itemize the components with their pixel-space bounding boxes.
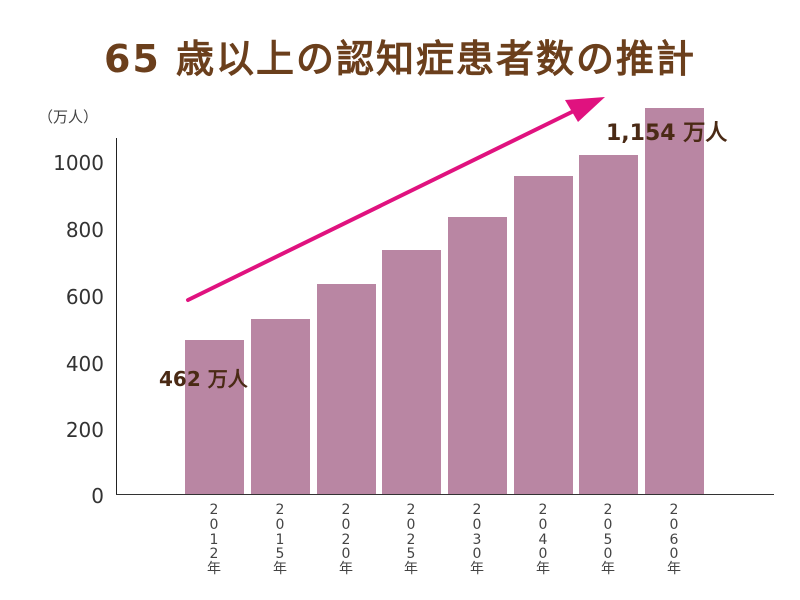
bar-2015 (251, 319, 310, 495)
x-label-2012: 2 0 1 2 年 (207, 502, 221, 578)
bar-2025 (382, 250, 441, 495)
bar-2020 (317, 284, 376, 495)
bar-2050 (579, 155, 638, 495)
y-tick: 800 (65, 218, 104, 242)
annotation-2060-value: 1,154 万人 (606, 121, 728, 146)
y-axis-line (116, 138, 117, 495)
x-label-2030: 2 0 3 0 年 (470, 502, 484, 578)
bar-2040 (514, 176, 573, 495)
annotation-2012-value: 462 万人 (159, 367, 248, 391)
y-tick: 1000 (53, 151, 104, 175)
y-tick: 400 (65, 352, 104, 376)
y-tick: 600 (65, 285, 104, 309)
bar-2012 (185, 340, 244, 495)
bar-2060 (645, 108, 704, 495)
x-label-2025: 2 0 2 5 年 (404, 502, 418, 578)
bar-2030 (448, 217, 507, 495)
x-label-2015: 2 0 1 5 年 (273, 502, 287, 578)
y-axis-unit: （万人） (38, 108, 99, 126)
y-tick: 0 (91, 484, 104, 508)
x-label-2060: 2 0 6 0 年 (667, 502, 681, 578)
x-label-2040: 2 0 4 0 年 (536, 502, 550, 578)
x-label-2050: 2 0 5 0 年 (601, 502, 615, 578)
y-tick: 200 (65, 418, 104, 442)
x-axis-line (116, 494, 774, 495)
chart-title: 65 歳以上の認知症患者数の推計 (103, 37, 697, 81)
x-label-2020: 2 0 2 0 年 (339, 502, 353, 578)
